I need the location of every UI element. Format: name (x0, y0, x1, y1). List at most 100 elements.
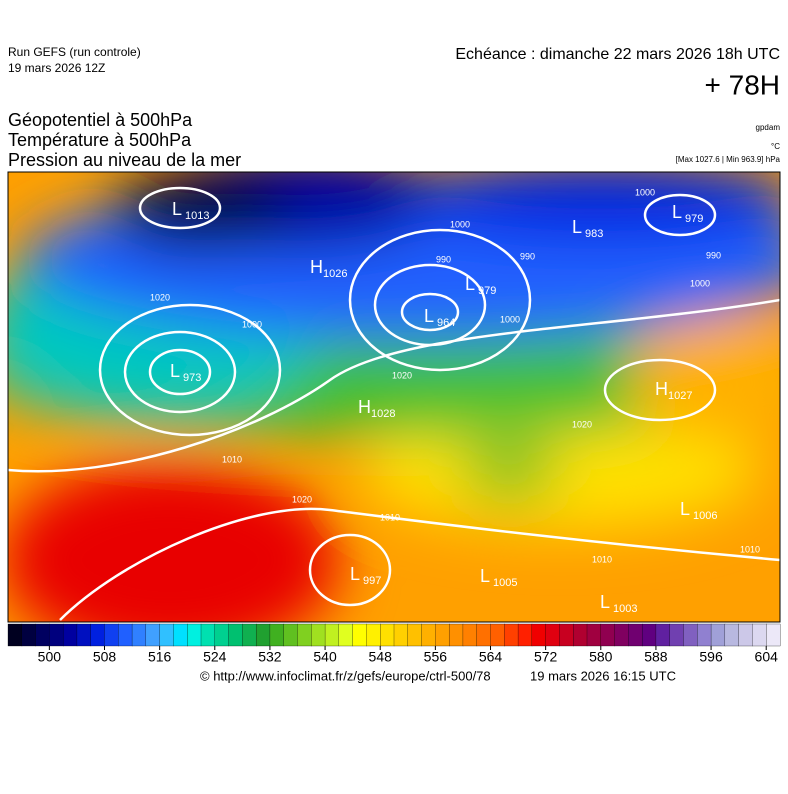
center-letter: L (600, 592, 610, 612)
colorbar-swatch (504, 623, 519, 647)
lead-time: + 78H (705, 69, 781, 100)
colorbar-swatch (214, 623, 230, 647)
center-letter: H (358, 397, 371, 417)
colorbar-swatch (724, 623, 740, 647)
colorbar-swatch (435, 623, 450, 647)
colorbar-swatch (118, 623, 133, 647)
isobar-label: 1020 (292, 494, 312, 504)
colorbar-swatch (255, 623, 271, 647)
colorbar-swatch (586, 623, 602, 647)
colorbar-swatch (407, 623, 423, 647)
colorbar-swatch (62, 623, 78, 647)
center-letter: L (465, 274, 475, 294)
center-letter: L (424, 306, 434, 326)
center-letter: H (655, 379, 668, 399)
colorbar-swatch (655, 623, 671, 647)
unit-label: gpdam (756, 123, 781, 132)
isobar-label: 990 (436, 254, 451, 264)
colorbar-tick-label: 580 (589, 649, 613, 665)
colorbar-swatch (490, 623, 505, 647)
colorbar-swatch (228, 623, 243, 647)
colorbar-swatch (697, 623, 712, 647)
center-value: 973 (183, 372, 201, 384)
isobar-label: 1000 (500, 314, 520, 324)
map (8, 172, 780, 622)
isobar-label: 1000 (242, 319, 262, 329)
colorbar-swatch (738, 623, 753, 647)
center-value: 983 (585, 228, 603, 240)
center-value: 1026 (323, 268, 347, 280)
isobar-label: 1000 (635, 187, 655, 197)
colorbar-swatch (352, 623, 367, 647)
colorbar-swatch (600, 623, 616, 647)
colorbar-swatch (380, 623, 395, 647)
colorbar-swatch (338, 623, 354, 647)
center-letter: L (170, 361, 180, 381)
center-letter: L (672, 202, 682, 222)
colorbar-swatch (462, 623, 478, 647)
colorbar-swatch (476, 623, 491, 647)
field-label: Géopotentiel à 500hPa (8, 110, 193, 130)
isobar-label: 1020 (392, 370, 412, 380)
colorbar-tick-label: 500 (38, 649, 62, 665)
colorbar-swatch (131, 623, 147, 647)
colorbar-swatch (545, 623, 560, 647)
colorbar-tick-label: 548 (369, 649, 393, 665)
colorbar-swatch (76, 623, 92, 647)
colorbar-swatch (242, 623, 257, 647)
colorbar-swatch (324, 623, 340, 647)
colorbar-tick-label: 604 (755, 649, 779, 665)
field-label: Pression au niveau de la mer (8, 150, 241, 170)
center-letter: L (680, 499, 690, 519)
colorbar-swatch (766, 623, 781, 647)
center-value: 1013 (185, 210, 209, 222)
colorbar-swatch (269, 623, 285, 647)
isobar-label: 1020 (572, 419, 592, 429)
isobar-label: 1010 (222, 454, 242, 464)
isobar-label: 1010 (380, 512, 400, 522)
colorbar-tick-label: 572 (534, 649, 558, 665)
colorbar-swatch (366, 623, 381, 647)
colorbar-swatch (200, 623, 216, 647)
colorbar-swatch (159, 623, 174, 647)
colorbar-tick-label: 556 (424, 649, 448, 665)
colorbar-swatch (21, 623, 37, 647)
colorbar-tick-label: 540 (313, 649, 337, 665)
run-date: 19 mars 2026 12Z (8, 61, 105, 75)
center-value: 1003 (613, 603, 637, 615)
colorbar-tick-label: 596 (699, 649, 723, 665)
colorbar-swatch (7, 623, 23, 647)
echeance: Echéance : dimanche 22 mars 2026 18h UTC (455, 46, 780, 63)
center-value: 979 (685, 213, 703, 225)
isobar-label: 990 (706, 250, 721, 260)
colorbar-swatch (628, 623, 643, 647)
colorbar-swatch (517, 623, 533, 647)
center-letter: L (480, 566, 490, 586)
colorbar-tick-label: 564 (479, 649, 503, 665)
colorbar-tick-label: 516 (148, 649, 172, 665)
center-value: 1006 (693, 510, 717, 522)
colorbar-swatch (393, 623, 409, 647)
colorbar-swatch (104, 623, 119, 647)
colorbar-swatch (311, 623, 326, 647)
center-value: 979 (478, 285, 496, 297)
footer-date: 19 mars 2026 16:15 UTC (530, 668, 676, 683)
isobar-label: 1000 (690, 278, 710, 288)
colorbar: 500 508 516 524 532 540 548 556 564 572 580 588 596 6… (7, 623, 781, 665)
isobar-label: 1010 (592, 554, 612, 564)
colorbar-swatch (683, 623, 698, 647)
colorbar-swatch (90, 623, 105, 647)
colorbar-swatch (173, 623, 188, 647)
colorbar-tick-label: 508 (93, 649, 117, 665)
colorbar-swatch (752, 623, 767, 647)
isobar-label: 1010 (740, 544, 760, 554)
colorbar-swatch (559, 623, 574, 647)
colorbar-tick-label: 524 (203, 649, 227, 665)
unit-label: °C (771, 142, 780, 151)
colorbar-swatch (49, 623, 64, 647)
center-value: 1027 (668, 390, 692, 402)
colorbar-swatch (448, 623, 464, 647)
colorbar-swatch (710, 623, 726, 647)
center-value: 997 (363, 575, 381, 587)
